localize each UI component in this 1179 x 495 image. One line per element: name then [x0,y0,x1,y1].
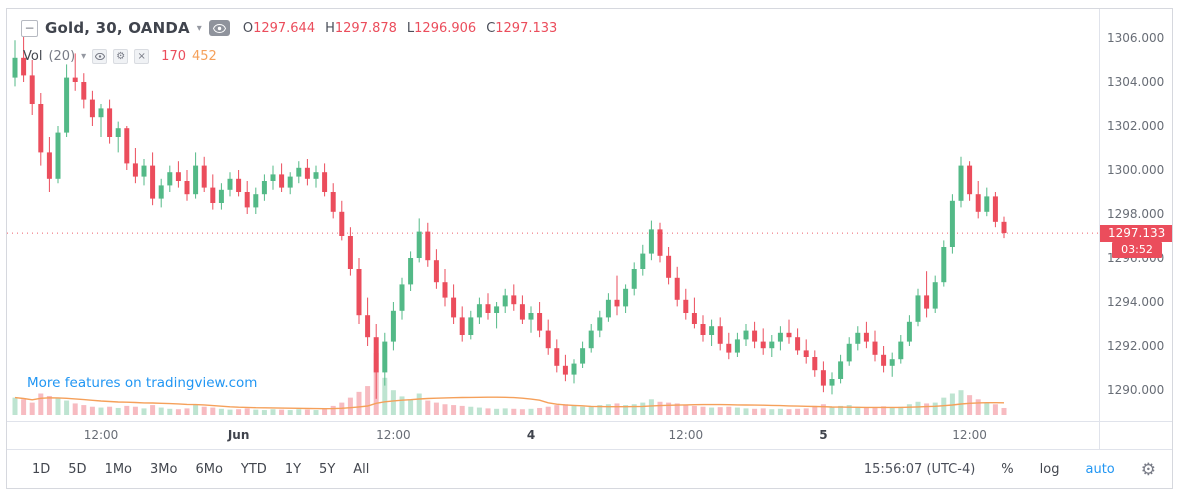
date-range-buttons: 1D 5D 1Mo 3Mo 6Mo YTD 1Y 5Y All [23,458,378,481]
collapse-chart-button[interactable]: − [21,19,38,37]
open-value: 1297.644 [253,20,316,36]
high-label: H [325,20,335,36]
ohlc-readout: O1297.644 H1297.878 L1296.906 C1297.133 [243,21,567,36]
symbol-title[interactable]: Gold, 30, OANDA [45,19,190,37]
open-label: O [242,20,254,36]
price-axis-label: 1294.000 [1107,295,1165,309]
price-axis-label: 1302.000 [1107,119,1165,133]
tradingview-chart-widget: − Gold, 30, OANDA ▾ O1297.644 H1297.878 … [6,8,1173,489]
time-axis-label: 12:00 [952,428,987,442]
percent-scale-button[interactable]: % [1001,462,1014,477]
visibility-eye-icon[interactable] [208,20,230,36]
volume-current-value: 170 [161,49,186,64]
price-axis-label: 1306.000 [1107,31,1165,45]
range-button-6mo[interactable]: 6Mo [195,462,223,477]
indicator-close-icon[interactable]: × [134,49,150,64]
close-label: C [486,20,496,36]
time-axis-separator [7,421,1172,422]
range-button-ytd[interactable]: YTD [240,462,267,477]
time-axis-label: 4 [526,428,536,442]
indicator-name[interactable]: Vol [23,49,43,64]
close-value: 1297.133 [495,20,558,36]
auto-scale-button[interactable]: auto [1085,462,1115,477]
low-label: L [406,20,415,36]
tradingview-promo-link[interactable]: More features on tradingview.com [27,375,258,391]
time-axis-label: 12:00 [668,428,704,442]
chevron-down-icon[interactable]: ▾ [196,22,202,34]
last-price-badge: 1297.133 [1100,224,1172,242]
time-axis-label: 5 [819,428,828,442]
indicator-eye-icon[interactable] [92,49,108,64]
price-axis-label: 1290.000 [1107,383,1165,397]
range-button-all[interactable]: All [353,462,370,477]
high-value: 1297.878 [334,20,397,36]
low-value: 1296.906 [414,20,477,36]
range-button-5d[interactable]: 5D [68,462,87,477]
bottom-toolbar: 1D 5D 1Mo 3Mo 6Mo YTD 1Y 5Y All 15:56:07 (UTC-4)… [7,449,1172,488]
time-axis-label: 12:00 [83,428,119,442]
price-axis[interactable]: 1306.000 1304.000 1302.000 1300.000 1298.000… [1099,9,1172,449]
log-scale-button[interactable]: log [1039,462,1060,477]
chart-legend: − Gold, 30, OANDA ▾ O1297.644 H1297.878 … [21,19,567,37]
range-button-5y[interactable]: 5Y [319,462,336,477]
clock: 15:56:07 (UTC-4) [863,462,976,477]
time-axis-label: 12:00 [376,428,411,442]
time-axis[interactable]: 12:00 Jun 12:00 4 12:00 5 12:00 [7,422,1099,449]
range-button-1mo[interactable]: 1Mo [104,462,133,477]
candlestick-chart-pane[interactable] [7,9,1099,421]
volume-indicator-legend: Vol (20) ▾ ⚙ × 170 452 [23,49,217,64]
bar-countdown-badge: 03:52 [1112,242,1162,259]
price-axis-label: 1292.000 [1107,339,1165,353]
time-axis-label: Jun [227,428,250,442]
price-axis-label: 1300.000 [1107,163,1165,177]
settings-gear-icon[interactable]: ⚙ [1140,459,1156,480]
indicator-param: (20) [48,49,76,64]
price-axis-separator [1099,9,1100,449]
range-button-1y[interactable]: 1Y [284,462,302,477]
range-button-1d[interactable]: 1D [32,462,51,477]
price-axis-label: 1298.000 [1107,207,1165,221]
indicator-settings-gear-icon[interactable]: ⚙ [113,49,129,64]
volume-ma-value: 452 [192,49,217,64]
chevron-down-icon[interactable]: ▾ [81,51,87,62]
range-button-3mo[interactable]: 3Mo [150,462,178,477]
price-axis-label: 1304.000 [1107,75,1165,89]
